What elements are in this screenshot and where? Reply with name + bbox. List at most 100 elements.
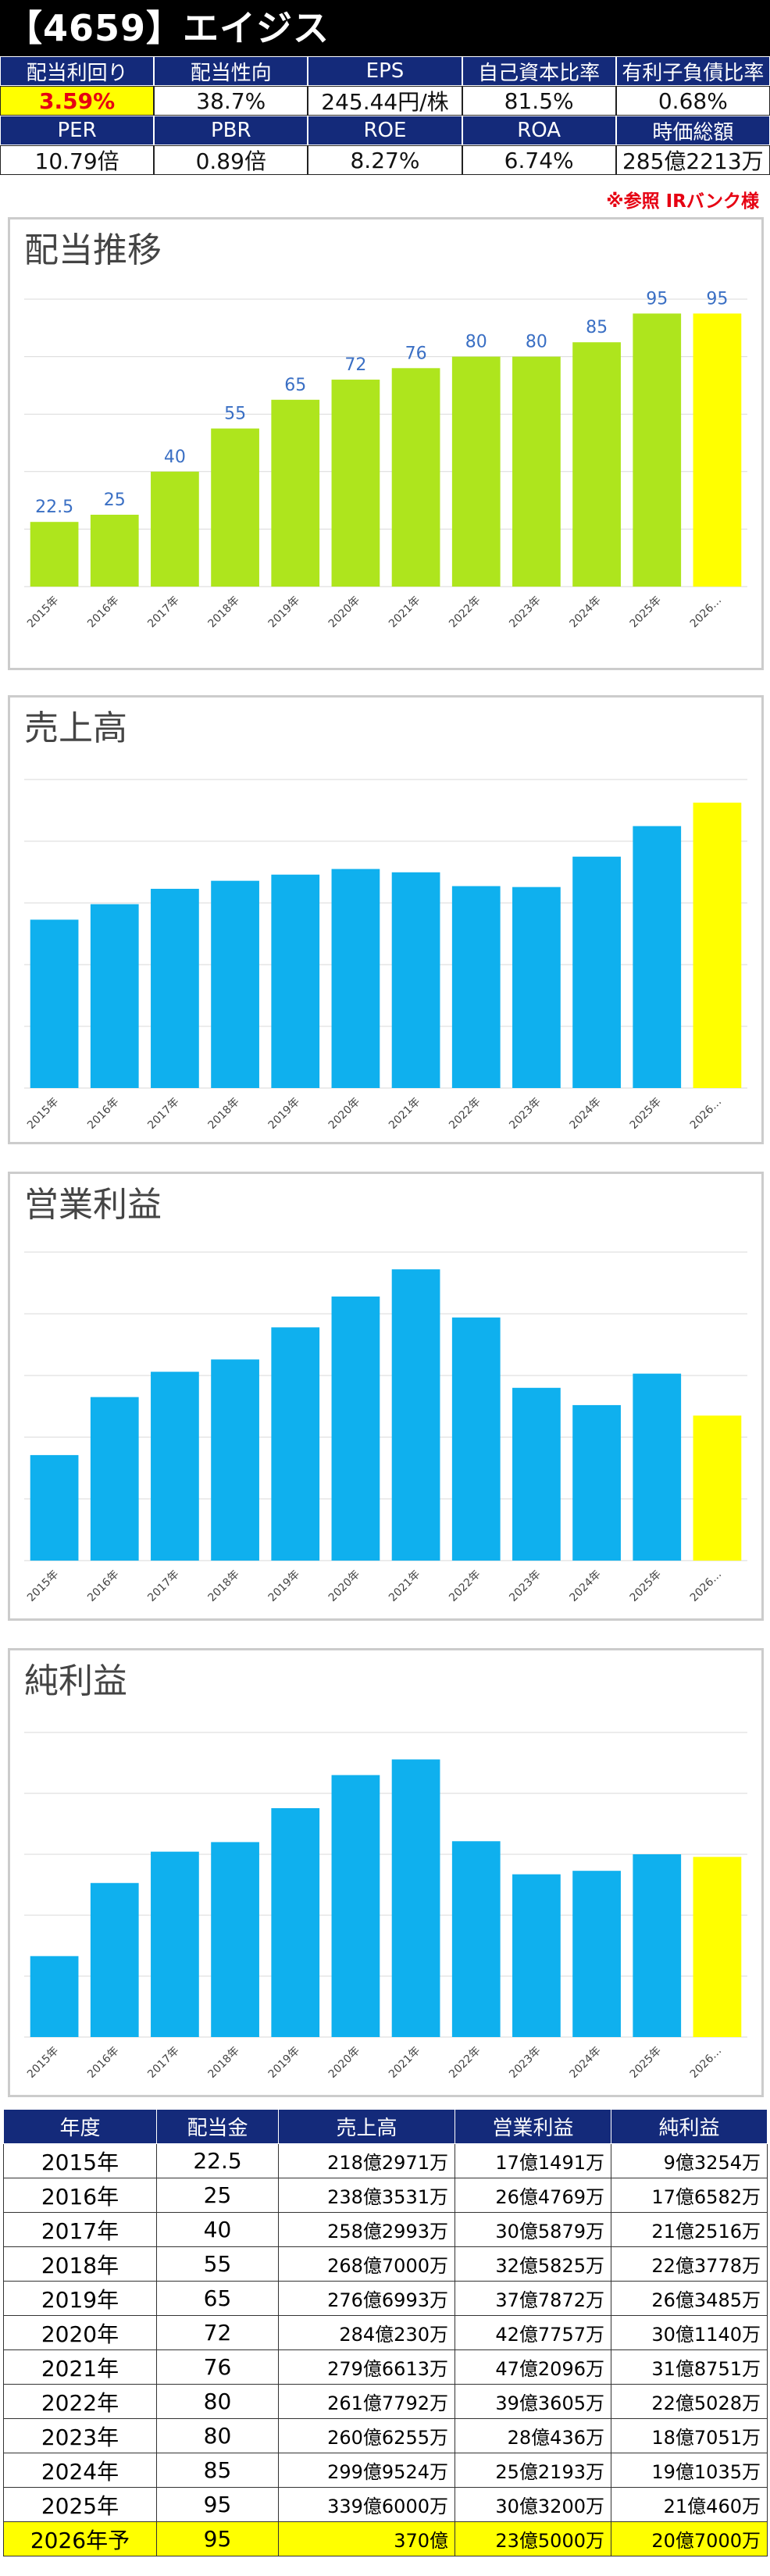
- dividend-chart-panel: 22.5 2015年 25 2016年 40 2017年 55 2018年 65 2019年 72 2…: [8, 217, 764, 670]
- bar: [90, 1882, 139, 2037]
- table-cell: 85: [156, 2453, 279, 2488]
- table-cell: 80: [156, 2418, 279, 2453]
- bar: [512, 1874, 561, 2037]
- tick-label: 2020年: [326, 1096, 362, 1132]
- metric-label: 自己資本比率: [462, 56, 616, 86]
- tick-label: 2019年: [266, 2045, 302, 2081]
- bar: [451, 1317, 501, 1561]
- table-cell: 2019年: [3, 2281, 157, 2316]
- table-cell: 2025年: [3, 2487, 157, 2522]
- table-cell: 26億4769万: [455, 2178, 611, 2213]
- metric-label: PER: [0, 116, 155, 145]
- bar: [391, 872, 440, 1088]
- data-label: 80: [526, 333, 547, 352]
- data-label: 72: [344, 355, 366, 375]
- revenue-chart-panel: 2015年 2016年 2017年 2018年 2019年 2020年 2021年 2022年…: [8, 695, 764, 1144]
- bar: [572, 1871, 621, 2037]
- bar: [271, 1807, 320, 2037]
- tick-label: 2020年: [326, 1568, 362, 1604]
- table-header-net-profit: 純利益: [611, 2109, 768, 2144]
- table-row: 2024年 85 299億9524万 25億2193万 19億1035万: [3, 2453, 768, 2488]
- tick-label: 2016年: [85, 1568, 121, 1604]
- market-cap-value: 285億2213万: [615, 145, 770, 175]
- table-cell: 95: [156, 2521, 279, 2556]
- bar: [451, 886, 501, 1088]
- bar: [633, 826, 682, 1088]
- table-row: 2025年 95 339億6000万 30億3200万 21億460万: [3, 2487, 768, 2522]
- bar: [211, 428, 259, 587]
- tick-label: 2024年: [567, 2045, 603, 2081]
- table-row: 2020年 72 284億230万 42億7757万 30億1140万: [3, 2315, 768, 2350]
- metric-label: PBR: [154, 116, 308, 145]
- table-cell: 80: [156, 2384, 279, 2419]
- tick-label: 2021年: [387, 1568, 422, 1604]
- table-cell: 2016年: [3, 2178, 157, 2213]
- metric-label: 配当利回り: [0, 56, 155, 86]
- data-label: 25: [104, 491, 126, 510]
- tick-label: 2020年: [326, 594, 362, 630]
- table-cell: 55: [156, 2246, 279, 2282]
- bar-chart-svg: 2015年 2016年 2017年 2018年 2019年 2020年 2021年 2022年…: [24, 779, 747, 1132]
- table-cell: 260億6255万: [278, 2418, 455, 2453]
- tick-label: 2026…: [688, 1568, 724, 1604]
- tick-label: 2019年: [266, 594, 302, 630]
- chart-title: 営業利益: [24, 1185, 162, 1225]
- tick-label: 2015年: [25, 2045, 61, 2081]
- chart-title: 売上高: [24, 708, 127, 748]
- table-cell: 95: [156, 2487, 279, 2522]
- table-cell: 2023年: [3, 2418, 157, 2453]
- bar-chart-svg: 2015年 2016年 2017年 2018年 2019年 2020年 2021年 2022年…: [24, 1732, 747, 2081]
- table-row: 2016年 25 238億3531万 26億4769万 17億6582万: [3, 2178, 768, 2213]
- chart-title: 配当推移: [24, 230, 162, 270]
- tick-label: 2022年: [447, 2045, 483, 2081]
- table-cell: 339億6000万: [278, 2487, 455, 2522]
- bar: [151, 888, 199, 1088]
- metric-label: EPS: [308, 56, 462, 86]
- roa-value: 6.74%: [462, 145, 616, 175]
- data-label: 95: [706, 289, 728, 309]
- page-title: 【4659】エイジス: [6, 7, 330, 49]
- bar: [211, 880, 259, 1088]
- table-header-row: 年度 配当金 売上高 営業利益 純利益: [3, 2109, 768, 2144]
- tick-label: 2018年: [205, 594, 241, 630]
- bar: [151, 471, 199, 587]
- tick-label: 2022年: [447, 1568, 483, 1604]
- tick-label: 2023年: [507, 594, 543, 630]
- bar: [90, 1397, 139, 1561]
- bar: [90, 904, 139, 1088]
- table-row: 2026年予 95 370億 23億5000万 20億7000万: [3, 2521, 768, 2556]
- bar: [572, 1404, 621, 1561]
- bar: [451, 1841, 501, 2037]
- table-cell: 25: [156, 2178, 279, 2213]
- tick-label: 2018年: [205, 1568, 241, 1604]
- tick-label: 2025年: [628, 1096, 664, 1132]
- table-row: 2017年 40 258億2993万 30億5879万 21億2516万: [3, 2212, 768, 2247]
- table-cell: 238億3531万: [278, 2178, 455, 2213]
- bar: [151, 1372, 199, 1561]
- table-cell: 30億3200万: [455, 2487, 611, 2522]
- table-header-year: 年度: [3, 2109, 157, 2144]
- table-row: 2021年 76 279億6613万 47億2096万 31億8751万: [3, 2349, 768, 2385]
- table-cell: 47億2096万: [455, 2349, 611, 2385]
- bar: [693, 313, 742, 587]
- tick-label: 2015年: [25, 594, 61, 630]
- table-cell: 22億3778万: [611, 2246, 768, 2282]
- table-cell: 2018年: [3, 2246, 157, 2282]
- data-label: 65: [284, 376, 306, 395]
- table-row: 2019年 65 276億6993万 37億7872万 26億3485万: [3, 2281, 768, 2316]
- data-label: 95: [646, 289, 668, 309]
- table-cell: 18億7051万: [611, 2418, 768, 2453]
- metric-label: 配当性向: [154, 56, 308, 86]
- table-cell: 32億5825万: [455, 2246, 611, 2282]
- tick-label: 2017年: [145, 594, 181, 630]
- debt-ratio-value: 0.68%: [615, 86, 770, 116]
- bar: [331, 869, 380, 1088]
- table-cell: 65: [156, 2281, 279, 2316]
- table-row: 2022年 80 261億7792万 39億3605万 22億5028万: [3, 2384, 768, 2419]
- source-note: ※参照 IRバンク様: [606, 191, 759, 212]
- metrics-value-row-1: 3.59% 38.7% 245.44円/株 81.5% 0.68%: [0, 86, 770, 116]
- bar: [331, 1296, 380, 1561]
- bar: [271, 874, 320, 1088]
- data-label: 40: [164, 448, 186, 467]
- tick-label: 2019年: [266, 1568, 302, 1604]
